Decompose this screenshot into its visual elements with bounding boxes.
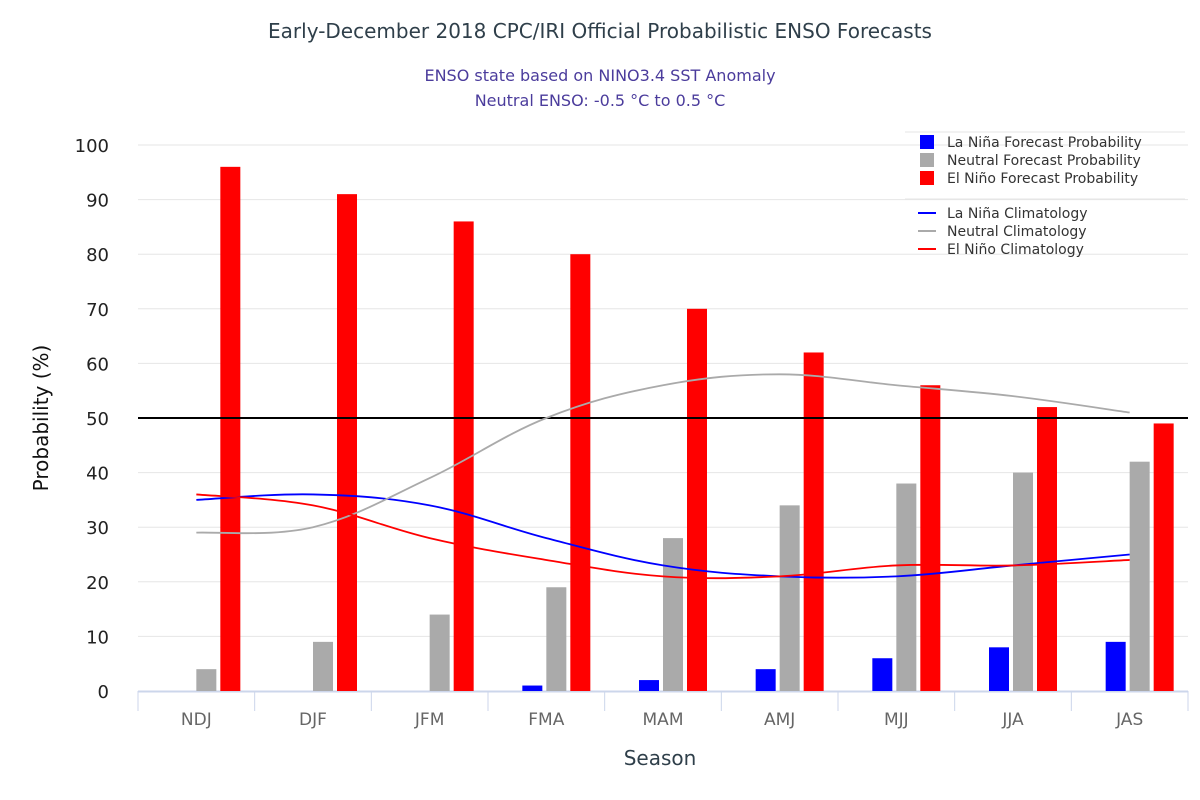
bar-neutral-forecast-probability	[546, 587, 567, 691]
bar-neutral-forecast-probability	[663, 538, 683, 691]
bar-la-ni-a-forecast-probability	[755, 669, 776, 691]
line-la-ni-a-climatology	[196, 493, 1130, 579]
bar-la-ni-a-forecast-probability	[522, 685, 543, 691]
bar-el-ni-o-forecast-probability	[570, 254, 591, 691]
climatology-lines	[196, 373, 1130, 580]
y-tick-label: 40	[86, 464, 109, 485]
y-tick-label: 30	[86, 518, 109, 539]
y-tick-label: 10	[86, 627, 109, 648]
bar-la-ni-a-forecast-probability	[639, 680, 659, 691]
y-tick-label: 70	[86, 300, 109, 321]
y-axis-title: Probability (%)	[29, 345, 53, 492]
y-tick-label: 90	[86, 191, 109, 212]
x-tick-label: MAM	[643, 710, 684, 730]
legend-swatch	[920, 171, 934, 185]
x-tick-label: JAS	[1115, 710, 1143, 730]
y-axis-ticks: 0 10 20 30 40 50 60 70 80 90 100	[75, 136, 109, 703]
y-tick-label: 20	[86, 573, 109, 594]
legend-label: El Niño Climatology	[947, 242, 1084, 258]
bar-neutral-forecast-probability	[896, 483, 917, 691]
bar-neutral-forecast-probability	[196, 669, 217, 691]
legend-swatch	[920, 135, 934, 149]
x-tick-label: MJJ	[884, 710, 909, 730]
line-neutral-climatology	[196, 373, 1130, 535]
bar-la-ni-a-forecast-probability	[872, 658, 893, 691]
legend: La Niña Forecast Probability Neutral Fore…	[905, 131, 1185, 258]
bar-el-ni-o-forecast-probability	[453, 221, 474, 691]
x-tick-label: FMA	[528, 710, 564, 730]
legend-label: La Niña Climatology	[947, 206, 1088, 222]
bar-el-ni-o-forecast-probability	[1153, 423, 1174, 691]
legend-label: El Niño Forecast Probability	[947, 171, 1138, 187]
line-el-ni-o-climatology	[196, 493, 1130, 580]
chart-title: Early-December 2018 CPC/IRI Official Pro…	[268, 19, 932, 43]
x-tick-label: DJF	[299, 710, 327, 730]
bar-la-ni-a-forecast-probability	[989, 647, 1009, 691]
x-tick-label: JFM	[414, 710, 444, 730]
bar-el-ni-o-forecast-probability	[803, 352, 824, 691]
bar-neutral-forecast-probability	[313, 641, 333, 691]
x-tick-label: NDJ	[181, 710, 212, 730]
y-tick-label: 60	[86, 354, 109, 375]
y-tick-label: 50	[86, 409, 109, 430]
legend-label: La Niña Forecast Probability	[947, 135, 1142, 151]
chart-subtitle-line-2: Neutral ENSO: -0.5 °C to 0.5 °C	[475, 91, 726, 110]
bar-neutral-forecast-probability	[1013, 472, 1033, 691]
bar-neutral-forecast-probability	[1129, 461, 1150, 691]
x-tick-label: AMJ	[764, 710, 795, 730]
x-tick-label: JJA	[1001, 710, 1024, 730]
x-axis-title: Season	[624, 746, 697, 770]
y-tick-label: 0	[98, 682, 109, 703]
bar-el-ni-o-forecast-probability	[920, 385, 941, 691]
bar-el-ni-o-forecast-probability	[337, 194, 357, 691]
bar-el-ni-o-forecast-probability	[687, 308, 707, 691]
y-tick-label: 100	[75, 136, 109, 157]
legend-swatch	[920, 153, 934, 167]
bar-neutral-forecast-probability	[779, 505, 800, 691]
legend-label: Neutral Forecast Probability	[947, 153, 1141, 169]
x-axis: NDJ DJF JFM FMA MAM AMJ MJJ JJA JAS	[137, 690, 1189, 730]
legend-label: Neutral Climatology	[947, 224, 1087, 240]
bar-neutral-forecast-probability	[429, 614, 450, 691]
bar-el-ni-o-forecast-probability	[1037, 407, 1057, 691]
bar-el-ni-o-forecast-probability	[220, 166, 241, 692]
bar-series	[196, 166, 1174, 692]
y-tick-label: 80	[86, 245, 109, 266]
bar-la-ni-a-forecast-probability	[1105, 641, 1126, 691]
chart-subtitle-line-1: ENSO state based on NINO3.4 SST Anomaly	[424, 66, 775, 85]
